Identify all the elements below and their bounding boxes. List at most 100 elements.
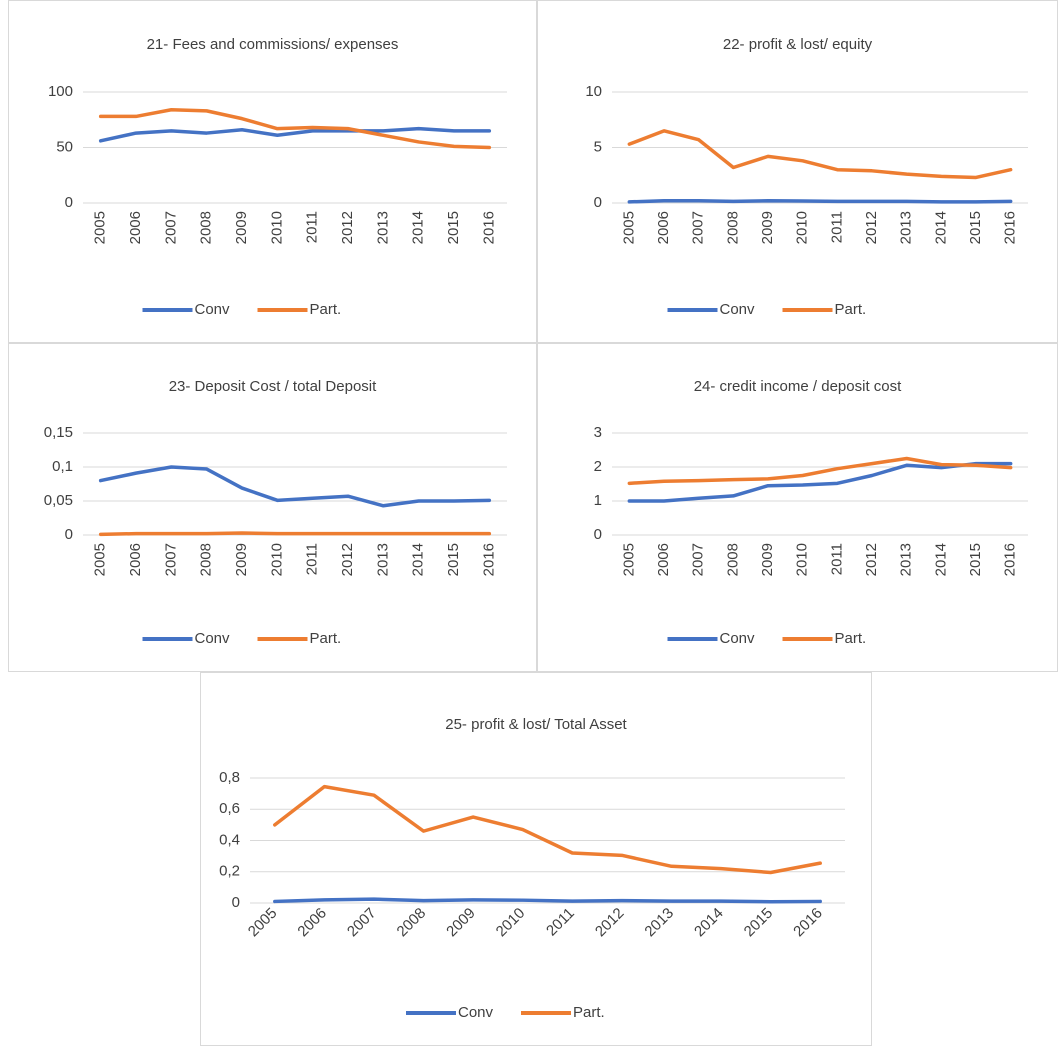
series-line	[273, 897, 822, 904]
chart-title: 25- profit & lost/ Total Asset	[445, 716, 627, 733]
legend-label: Part.	[310, 301, 342, 318]
legend-label: Conv	[195, 630, 231, 647]
x-tick-label: 2007	[690, 543, 707, 576]
y-tick-label: 10	[585, 83, 602, 100]
x-tick-label: 2011	[828, 543, 845, 575]
x-tick-label: 2016	[1002, 543, 1019, 576]
series-line	[98, 126, 492, 143]
chart: 22- profit & lost/ equity 0 5 10 2005 2006 200…	[537, 0, 1058, 343]
y-tick-label: 0,15	[44, 424, 73, 441]
chart: 21- Fees and commissions/ expenses 0 50 100…	[8, 0, 537, 343]
x-tick-label: 2016	[480, 211, 497, 244]
x-tick-label: 2013	[374, 543, 391, 576]
x-tick-label: 2016	[480, 543, 497, 576]
x-tick-label: 2008	[198, 543, 215, 576]
legend-label: Conv	[720, 630, 756, 647]
x-tick-label: 2005	[620, 211, 637, 244]
legend-label: Conv	[720, 301, 756, 318]
x-tick-label: 2012	[339, 543, 356, 576]
x-tick-label: 2005	[620, 543, 637, 576]
x-tick-label: 2016	[1002, 211, 1019, 244]
x-tick-label: 2014	[932, 211, 949, 244]
x-tick-label: 2011	[304, 543, 321, 575]
legend-label: Conv	[195, 301, 231, 318]
series-line	[627, 199, 1013, 204]
series-line	[627, 461, 1013, 503]
y-tick-label: 2	[594, 458, 602, 475]
chart-border	[8, 343, 537, 672]
chart-border	[537, 0, 1058, 343]
x-tick-label: 2012	[863, 211, 880, 244]
x-tick-label: 2008	[198, 211, 215, 244]
y-tick-label: 0	[65, 526, 73, 543]
series-line	[98, 108, 492, 150]
legend-label: Part.	[573, 1004, 605, 1021]
x-tick-label: 2009	[233, 543, 250, 576]
y-tick-label: 5	[594, 138, 602, 155]
x-tick-label: 2010	[268, 543, 285, 576]
x-tick-label: 2015	[445, 211, 462, 244]
y-tick-label: 0,4	[219, 831, 240, 848]
x-tick-label: 2013	[898, 211, 915, 244]
x-tick-label: 2008	[724, 211, 741, 244]
legend-label: Part.	[835, 301, 867, 318]
x-tick-label: 2014	[410, 543, 427, 576]
y-tick-label: 0,2	[219, 863, 240, 880]
x-tick-label: 2012	[863, 543, 880, 576]
x-tick-label: 2009	[233, 211, 250, 244]
x-tick-label: 2014	[932, 543, 949, 576]
x-tick-label: 2015	[967, 543, 984, 576]
x-tick-label: 2011	[304, 211, 321, 243]
x-tick-label: 2006	[127, 211, 144, 244]
series-line	[627, 456, 1013, 486]
x-tick-label: 2014	[410, 211, 427, 244]
chart-border	[200, 672, 872, 1046]
x-tick-label: 2006	[127, 543, 144, 576]
y-tick-label: 0	[65, 194, 73, 211]
y-tick-label: 0,6	[219, 800, 240, 817]
chart-border	[537, 343, 1058, 672]
chart-title: 21- Fees and commissions/ expenses	[147, 36, 399, 53]
y-tick-label: 3	[594, 424, 602, 441]
x-tick-label: 2015	[967, 211, 984, 244]
series-line	[273, 784, 822, 875]
x-tick-label: 2007	[162, 543, 179, 576]
y-tick-label: 1	[594, 492, 602, 509]
series-line	[98, 465, 492, 508]
y-tick-label: 0,8	[219, 769, 240, 786]
x-tick-label: 2015	[445, 543, 462, 576]
x-tick-label: 2009	[759, 211, 776, 244]
x-tick-label: 2006	[655, 211, 672, 244]
legend-label: Part.	[835, 630, 867, 647]
x-tick-label: 2005	[92, 543, 109, 576]
x-tick-label: 2010	[268, 211, 285, 244]
y-tick-label: 100	[48, 83, 73, 100]
chart: 23- Deposit Cost / total Deposit 0 0,05 0,1…	[8, 343, 537, 672]
x-tick-label: 2006	[655, 543, 672, 576]
x-tick-label: 2012	[339, 211, 356, 244]
y-tick-label: 50	[56, 138, 73, 155]
x-tick-label: 2009	[759, 543, 776, 576]
y-tick-label: 0	[232, 894, 240, 911]
x-tick-label: 2010	[794, 211, 811, 244]
chart-title: 22- profit & lost/ equity	[723, 36, 873, 53]
x-tick-label: 2007	[690, 211, 707, 244]
chart-title: 23- Deposit Cost / total Deposit	[169, 378, 377, 395]
series-line	[627, 129, 1013, 180]
chart-border	[8, 0, 537, 343]
y-tick-label: 0	[594, 526, 602, 543]
x-tick-label: 2007	[162, 211, 179, 244]
x-tick-label: 2008	[724, 543, 741, 576]
chart-title: 24- credit income / deposit cost	[694, 378, 902, 395]
x-tick-label: 2005	[92, 211, 109, 244]
x-tick-label: 2010	[794, 543, 811, 576]
chart: 24- credit income / deposit cost 0 1 2 3 2005…	[537, 343, 1058, 672]
y-tick-label: 0	[594, 194, 602, 211]
y-tick-label: 0,05	[44, 492, 73, 509]
series-line	[98, 531, 492, 537]
x-tick-label: 2013	[374, 211, 391, 244]
x-tick-label: 2011	[828, 211, 845, 243]
x-tick-label: 2013	[898, 543, 915, 576]
legend-label: Conv	[458, 1004, 494, 1021]
